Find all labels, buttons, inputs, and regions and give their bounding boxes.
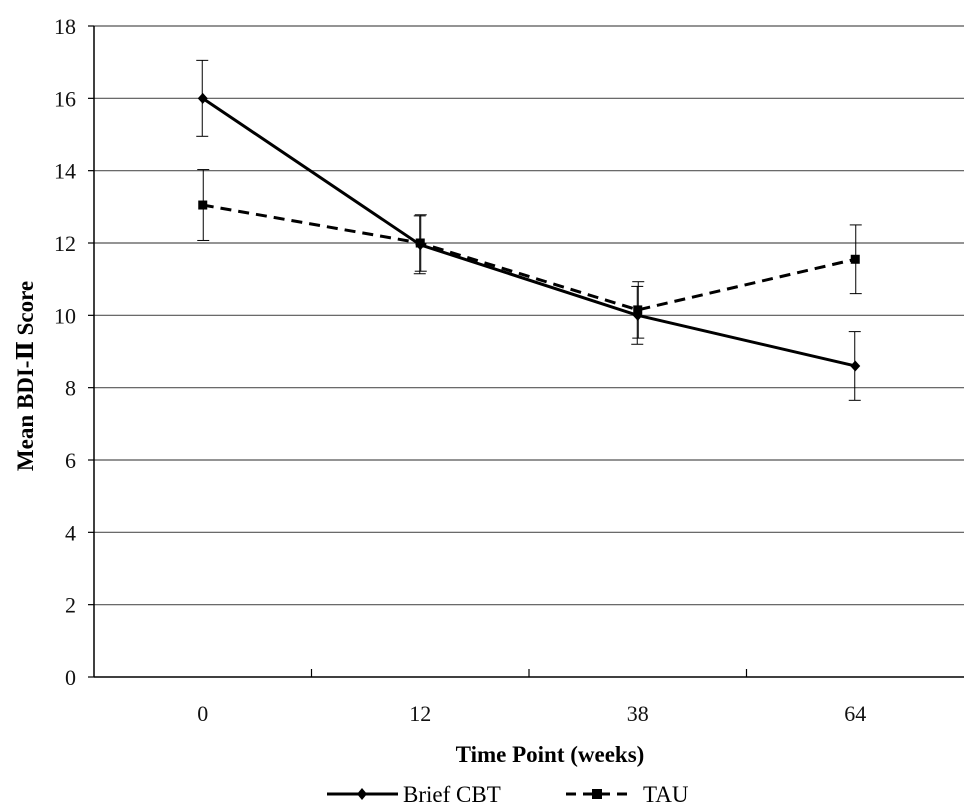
y-tick-label: 14 bbox=[54, 159, 76, 184]
legend-label-tau: TAU bbox=[643, 782, 689, 807]
series-line-brief-cbt bbox=[201, 97, 856, 368]
data-point-tau bbox=[415, 238, 425, 248]
data-point-tau bbox=[850, 254, 860, 264]
y-tick-label: 16 bbox=[54, 86, 76, 111]
y-tick-label: 10 bbox=[54, 303, 76, 328]
legend-marker-tau bbox=[592, 789, 602, 799]
legend-marker-brief-cbt bbox=[357, 788, 367, 800]
series-lines bbox=[201, 97, 856, 368]
x-tick-label: 38 bbox=[627, 701, 649, 726]
data-point-tau bbox=[633, 305, 643, 315]
legend-label-brief-cbt: Brief CBT bbox=[403, 782, 501, 807]
data-point-brief-cbt bbox=[850, 360, 861, 372]
x-tick-label: 0 bbox=[197, 701, 208, 726]
series-markers bbox=[197, 92, 861, 372]
y-tick-label: 0 bbox=[65, 665, 76, 690]
series-line-tau bbox=[202, 203, 856, 312]
data-point-brief-cbt bbox=[197, 92, 208, 104]
y-tick-label: 2 bbox=[65, 593, 76, 618]
y-tick-label: 12 bbox=[54, 231, 76, 256]
y-axis-title: Mean BDI-Ⅱ Score bbox=[13, 281, 38, 471]
data-point-tau bbox=[198, 200, 208, 210]
x-axis-ticks: 0 12 38 64 bbox=[197, 669, 866, 726]
y-tick-label: 4 bbox=[65, 520, 76, 545]
y-tick-label: 8 bbox=[65, 376, 76, 401]
error-bars bbox=[196, 59, 862, 401]
y-tick-label: 6 bbox=[65, 448, 76, 473]
y-tick-label: 18 bbox=[54, 14, 76, 39]
x-axis-title: Time Point (weeks) bbox=[456, 742, 645, 767]
x-tick-label: 12 bbox=[409, 701, 431, 726]
gridlines bbox=[94, 25, 964, 606]
x-tick-label: 64 bbox=[844, 701, 866, 726]
legend: Brief CBT TAU bbox=[327, 782, 689, 807]
y-axis-ticks: 0 2 4 6 8 10 12 14 16 18 bbox=[54, 14, 94, 690]
